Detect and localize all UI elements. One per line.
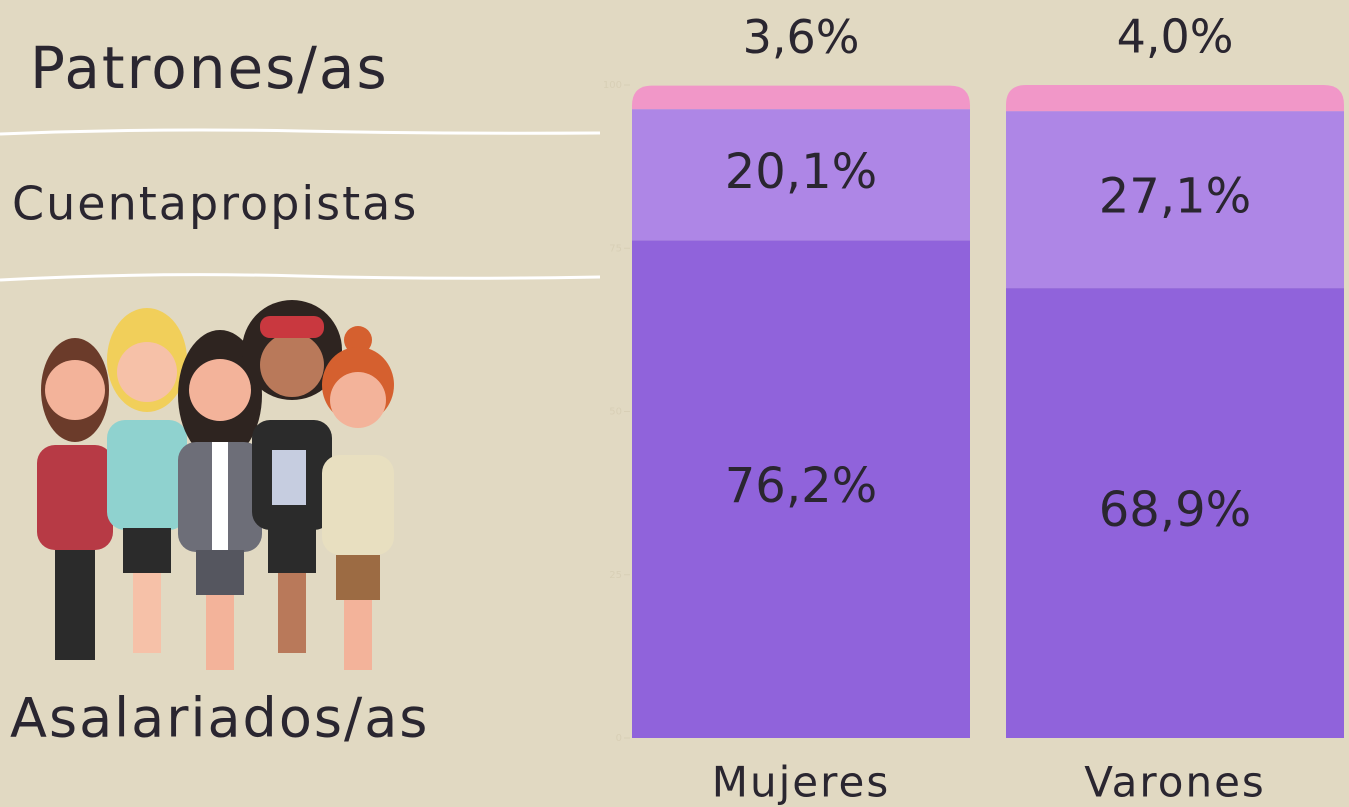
bar-segment: [1006, 85, 1344, 111]
series-label: Asalariados/as: [10, 687, 429, 750]
y-tick-label: 25: [609, 570, 622, 581]
chart: 0 25 50 75 100 Asalariados/as Cuentapropistas P…: [0, 0, 1349, 807]
y-tick-label: 100: [603, 80, 622, 91]
bar-segment: [632, 86, 970, 110]
y-tick-label: 50: [609, 407, 622, 418]
y-tick-label: 75: [609, 243, 622, 254]
value-label: 4,0%: [1117, 10, 1234, 64]
x-tick-label: Mujeres: [712, 758, 890, 807]
y-tick-label: 0: [616, 733, 622, 744]
value-label: 3,6%: [743, 10, 860, 64]
value-label: 20,1%: [725, 144, 877, 200]
value-label: 27,1%: [1099, 169, 1251, 225]
series-label: Cuentapropistas: [12, 177, 418, 231]
series-label: Patrones/as: [30, 34, 389, 102]
value-label: 68,9%: [1099, 482, 1251, 538]
value-label: 76,2%: [725, 458, 877, 514]
x-tick-label: Varones: [1084, 758, 1266, 807]
